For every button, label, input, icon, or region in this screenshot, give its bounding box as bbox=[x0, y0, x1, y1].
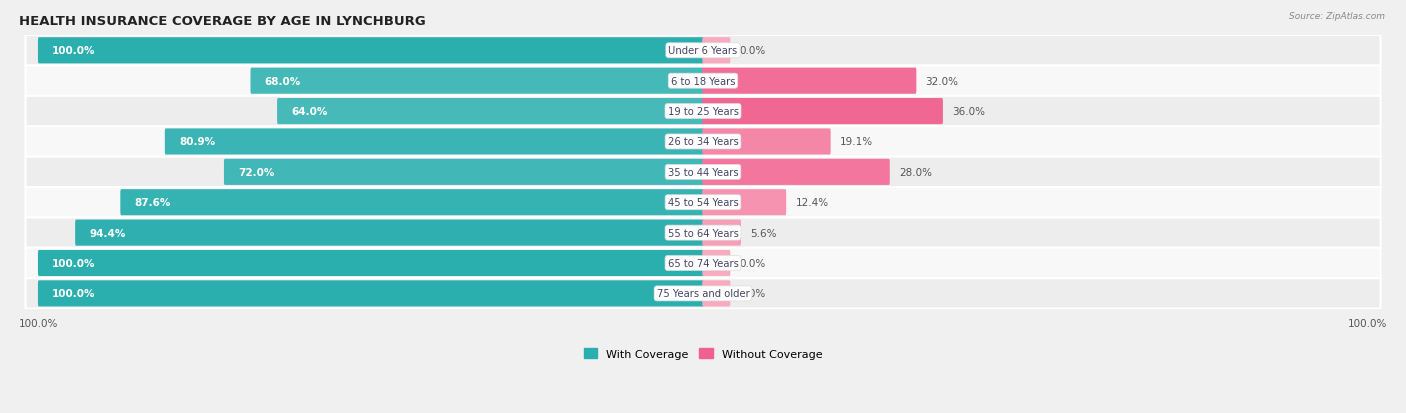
FancyBboxPatch shape bbox=[25, 188, 1381, 218]
FancyBboxPatch shape bbox=[121, 190, 704, 216]
FancyBboxPatch shape bbox=[25, 248, 1381, 278]
Text: 19 to 25 Years: 19 to 25 Years bbox=[668, 107, 738, 117]
Text: 0.0%: 0.0% bbox=[740, 259, 766, 268]
Text: 0.0%: 0.0% bbox=[740, 289, 766, 299]
FancyBboxPatch shape bbox=[38, 281, 704, 307]
FancyBboxPatch shape bbox=[702, 190, 786, 216]
Text: 75 Years and older: 75 Years and older bbox=[657, 289, 749, 299]
FancyBboxPatch shape bbox=[702, 159, 890, 185]
FancyBboxPatch shape bbox=[702, 69, 917, 95]
Text: 100.0%: 100.0% bbox=[52, 259, 96, 268]
Text: 26 to 34 Years: 26 to 34 Years bbox=[668, 137, 738, 147]
Text: 45 to 54 Years: 45 to 54 Years bbox=[668, 198, 738, 208]
FancyBboxPatch shape bbox=[25, 157, 1381, 188]
Text: 28.0%: 28.0% bbox=[898, 167, 932, 178]
Text: 68.0%: 68.0% bbox=[264, 76, 301, 86]
Text: 72.0%: 72.0% bbox=[238, 167, 274, 178]
FancyBboxPatch shape bbox=[38, 38, 704, 64]
Text: 55 to 64 Years: 55 to 64 Years bbox=[668, 228, 738, 238]
FancyBboxPatch shape bbox=[702, 281, 730, 307]
FancyBboxPatch shape bbox=[38, 250, 704, 276]
Text: Under 6 Years: Under 6 Years bbox=[668, 46, 738, 56]
Text: HEALTH INSURANCE COVERAGE BY AGE IN LYNCHBURG: HEALTH INSURANCE COVERAGE BY AGE IN LYNC… bbox=[18, 15, 426, 28]
FancyBboxPatch shape bbox=[25, 97, 1381, 127]
Text: 87.6%: 87.6% bbox=[135, 198, 170, 208]
FancyBboxPatch shape bbox=[702, 99, 943, 125]
FancyBboxPatch shape bbox=[277, 99, 704, 125]
FancyBboxPatch shape bbox=[75, 220, 704, 246]
FancyBboxPatch shape bbox=[224, 159, 704, 185]
Text: 64.0%: 64.0% bbox=[291, 107, 328, 117]
FancyBboxPatch shape bbox=[702, 38, 730, 64]
FancyBboxPatch shape bbox=[25, 36, 1381, 66]
Text: Source: ZipAtlas.com: Source: ZipAtlas.com bbox=[1289, 12, 1385, 21]
FancyBboxPatch shape bbox=[702, 250, 730, 276]
FancyBboxPatch shape bbox=[25, 127, 1381, 157]
FancyBboxPatch shape bbox=[250, 69, 704, 95]
Text: 0.0%: 0.0% bbox=[740, 46, 766, 56]
FancyBboxPatch shape bbox=[702, 129, 831, 155]
Text: 80.9%: 80.9% bbox=[179, 137, 215, 147]
Text: 65 to 74 Years: 65 to 74 Years bbox=[668, 259, 738, 268]
FancyBboxPatch shape bbox=[702, 220, 741, 246]
Text: 32.0%: 32.0% bbox=[925, 76, 959, 86]
Text: 36.0%: 36.0% bbox=[952, 107, 986, 117]
FancyBboxPatch shape bbox=[165, 129, 704, 155]
FancyBboxPatch shape bbox=[25, 66, 1381, 97]
Legend: With Coverage, Without Coverage: With Coverage, Without Coverage bbox=[579, 344, 827, 363]
Text: 5.6%: 5.6% bbox=[751, 228, 776, 238]
Text: 19.1%: 19.1% bbox=[839, 137, 873, 147]
Text: 94.4%: 94.4% bbox=[89, 228, 125, 238]
Text: 12.4%: 12.4% bbox=[796, 198, 828, 208]
Text: 6 to 18 Years: 6 to 18 Years bbox=[671, 76, 735, 86]
FancyBboxPatch shape bbox=[25, 218, 1381, 248]
Text: 100.0%: 100.0% bbox=[52, 46, 96, 56]
FancyBboxPatch shape bbox=[25, 278, 1381, 309]
Text: 35 to 44 Years: 35 to 44 Years bbox=[668, 167, 738, 178]
Text: 100.0%: 100.0% bbox=[52, 289, 96, 299]
